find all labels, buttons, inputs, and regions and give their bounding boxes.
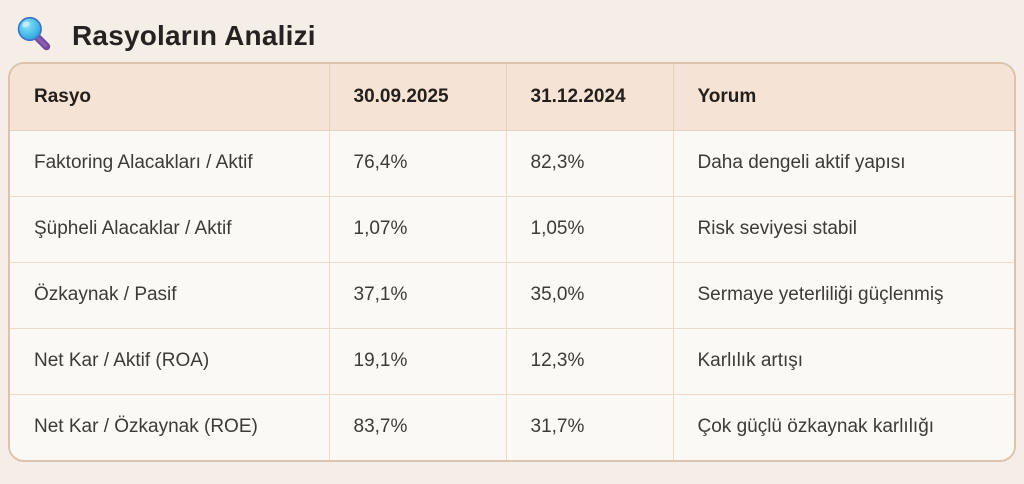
cell-v2024: 35,0% [506, 262, 674, 329]
table-row: Faktoring Alacakları / Aktif 76,4% 82,3%… [10, 130, 1014, 197]
cell-yorum: Karlılık artışı [673, 328, 1014, 395]
cell-v2024: 82,3% [506, 130, 674, 197]
cell-yorum: Sermaye yeterliliği güçlenmiş [673, 262, 1014, 329]
cell-v2025: 1,07% [329, 196, 507, 263]
table-row: Şüpheli Alacaklar / Aktif 1,07% 1,05% Ri… [10, 196, 1014, 263]
table-row: Özkaynak / Pasif 37,1% 35,0% Sermaye yet… [10, 262, 1014, 329]
header-row: Rasyo 30.09.2025 31.12.2024 Yorum [10, 64, 1014, 131]
page-title: Rasyoların Analizi [72, 20, 316, 51]
cell-rasyo: Faktoring Alacakları / Aktif [10, 130, 330, 197]
ratios-table: Rasyo 30.09.2025 31.12.2024 Yorum Faktor… [10, 64, 1014, 460]
page-header: Rasyoların Analizi [0, 0, 1024, 62]
column-header-31-12-2024: 31.12.2024 [506, 64, 674, 131]
table-body: Faktoring Alacakları / Aktif 76,4% 82,3%… [10, 130, 1014, 460]
column-header-yorum: Yorum [673, 64, 1014, 131]
cell-rasyo: Net Kar / Aktif (ROA) [10, 328, 330, 395]
table-header: Rasyo 30.09.2025 31.12.2024 Yorum [10, 64, 1014, 131]
table-row: Net Kar / Aktif (ROA) 19,1% 12,3% Karlıl… [10, 328, 1014, 395]
ratios-table-container: Rasyo 30.09.2025 31.12.2024 Yorum Faktor… [8, 62, 1016, 462]
cell-rasyo: Şüpheli Alacaklar / Aktif [10, 196, 330, 263]
cell-v2025: 83,7% [329, 394, 507, 460]
cell-yorum: Risk seviyesi stabil [673, 196, 1014, 263]
column-header-30-09-2025: 30.09.2025 [329, 64, 507, 131]
cell-v2025: 37,1% [329, 262, 507, 329]
cell-v2024: 1,05% [506, 196, 674, 263]
cell-v2025: 76,4% [329, 130, 507, 197]
cell-v2024: 31,7% [506, 394, 674, 460]
column-header-rasyo: Rasyo [10, 64, 330, 131]
table-row: Net Kar / Özkaynak (ROE) 83,7% 31,7% Çok… [10, 394, 1014, 460]
magnifier-icon [14, 14, 54, 59]
cell-yorum: Daha dengeli aktif yapısı [673, 130, 1014, 197]
cell-v2024: 12,3% [506, 328, 674, 395]
cell-yorum: Çok güçlü özkaynak karlılığı [673, 394, 1014, 460]
cell-rasyo: Özkaynak / Pasif [10, 262, 330, 329]
cell-v2025: 19,1% [329, 328, 507, 395]
cell-rasyo: Net Kar / Özkaynak (ROE) [10, 394, 330, 460]
